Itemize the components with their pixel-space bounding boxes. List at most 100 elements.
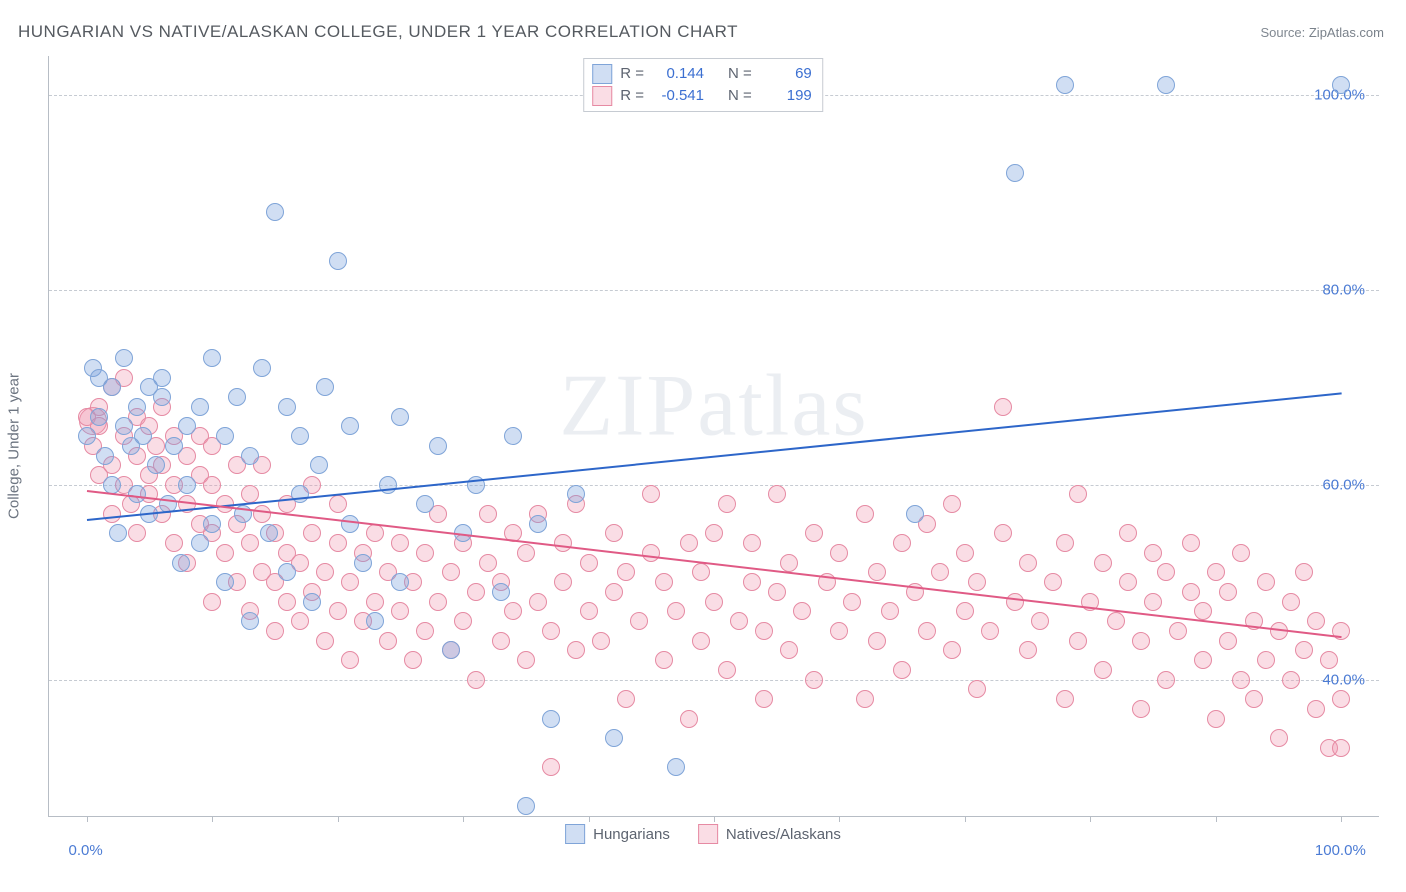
data-point (1144, 544, 1162, 562)
data-point (216, 573, 234, 591)
data-point (517, 651, 535, 669)
data-point (103, 378, 121, 396)
x-tick (714, 816, 715, 822)
data-point (241, 534, 259, 552)
data-point (165, 437, 183, 455)
data-point (580, 602, 598, 620)
series-legend: Hungarians Natives/Alaskans (565, 824, 841, 844)
data-point (291, 485, 309, 503)
data-point (291, 427, 309, 445)
data-point (153, 369, 171, 387)
data-point (931, 563, 949, 581)
data-point (303, 524, 321, 542)
data-point (529, 515, 547, 533)
data-point (943, 641, 961, 659)
data-point (316, 632, 334, 650)
data-point (1157, 76, 1175, 94)
gridline (49, 290, 1379, 291)
data-point (981, 622, 999, 640)
data-point (617, 563, 635, 581)
data-point (504, 427, 522, 445)
data-point (856, 505, 874, 523)
data-point (316, 378, 334, 396)
data-point (391, 573, 409, 591)
data-point (178, 476, 196, 494)
data-point (253, 359, 271, 377)
data-point (203, 515, 221, 533)
data-point (1219, 632, 1237, 650)
x-tick (338, 816, 339, 822)
data-point (479, 554, 497, 572)
data-point (642, 544, 660, 562)
data-point (1182, 534, 1200, 552)
data-point (743, 573, 761, 591)
r-label-a: R = (620, 63, 644, 85)
data-point (1069, 485, 1087, 503)
data-point (442, 563, 460, 581)
data-point (1194, 602, 1212, 620)
data-point (1157, 671, 1175, 689)
data-point (1119, 524, 1137, 542)
n-value-a: 69 (760, 63, 812, 85)
data-point (906, 505, 924, 523)
data-point (203, 349, 221, 367)
source-label: Source: (1260, 25, 1308, 40)
data-point (1019, 554, 1037, 572)
trend-line (87, 490, 1342, 638)
data-point (266, 203, 284, 221)
data-point (203, 593, 221, 611)
data-point (968, 573, 986, 591)
data-point (303, 593, 321, 611)
data-point (366, 612, 384, 630)
data-point (1219, 583, 1237, 601)
data-point (260, 524, 278, 542)
data-point (755, 622, 773, 640)
data-point (755, 690, 773, 708)
data-point (1295, 563, 1313, 581)
data-point (266, 622, 284, 640)
data-point (278, 563, 296, 581)
data-point (1194, 651, 1212, 669)
data-point (191, 398, 209, 416)
data-point (492, 632, 510, 650)
data-point (567, 485, 585, 503)
data-point (329, 534, 347, 552)
data-point (241, 612, 259, 630)
source-value: ZipAtlas.com (1309, 25, 1384, 40)
data-point (1332, 76, 1350, 94)
data-point (793, 602, 811, 620)
data-point (1069, 632, 1087, 650)
data-point (191, 534, 209, 552)
data-point (830, 622, 848, 640)
data-point (253, 505, 271, 523)
data-point (1295, 641, 1313, 659)
data-point (479, 505, 497, 523)
x-tick (463, 816, 464, 822)
data-point (843, 593, 861, 611)
swatch-b-bottom (698, 824, 718, 844)
data-point (467, 583, 485, 601)
x-tick (839, 816, 840, 822)
data-point (103, 476, 121, 494)
data-point (692, 632, 710, 650)
data-point (341, 651, 359, 669)
data-point (956, 602, 974, 620)
data-point (1056, 534, 1074, 552)
data-point (291, 612, 309, 630)
data-point (1307, 612, 1325, 630)
x-tick (87, 816, 88, 822)
data-point (391, 602, 409, 620)
x-tick (1216, 816, 1217, 822)
data-point (467, 671, 485, 689)
data-point (730, 612, 748, 630)
data-point (1232, 544, 1250, 562)
data-point (1182, 583, 1200, 601)
data-point (529, 593, 547, 611)
data-point (216, 544, 234, 562)
x-tick-label: 100.0% (1315, 842, 1366, 859)
plot-area: ZIPatlas 40.0%60.0%80.0%100.0% (48, 56, 1379, 817)
data-point (718, 661, 736, 679)
data-point (554, 534, 572, 552)
x-tick (1090, 816, 1091, 822)
data-point (542, 622, 560, 640)
